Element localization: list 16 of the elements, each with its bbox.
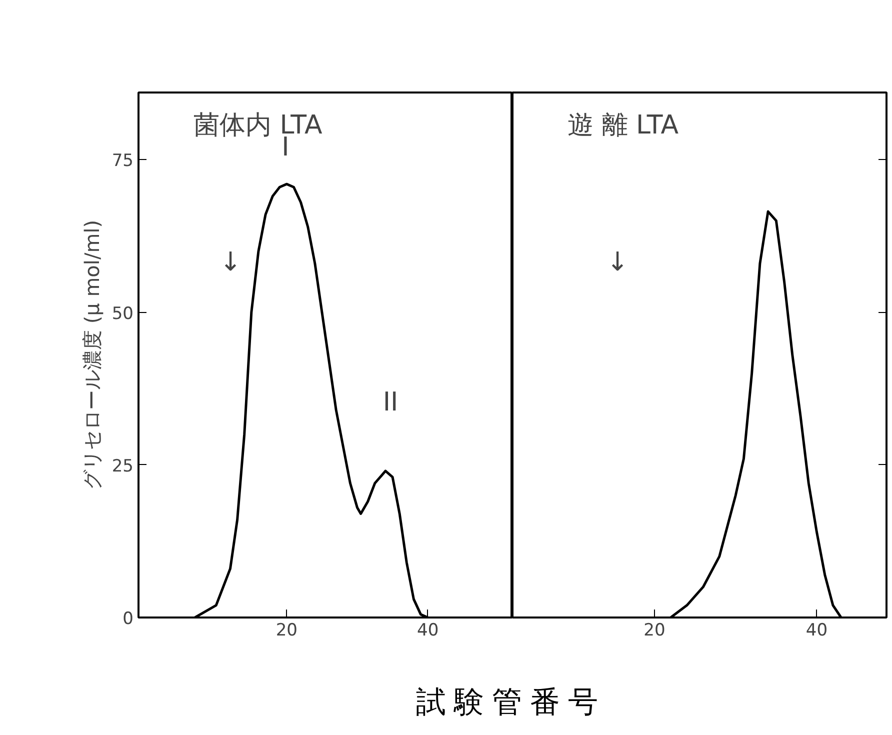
annotation: II	[382, 388, 398, 418]
annotation: ↓	[606, 248, 628, 278]
annotation: I	[282, 132, 290, 162]
y-tick-label: 0	[122, 609, 134, 629]
x-tick-label: 40	[806, 620, 828, 640]
line-series	[194, 182, 430, 618]
text: 遊 離 LTA	[568, 110, 679, 140]
y-tick-label: 75	[112, 151, 134, 172]
annotation: ↓	[220, 248, 242, 278]
x-tick-label: 40	[417, 620, 439, 640]
y-tick-label: 50	[112, 304, 134, 324]
y-axis-title: グリセロール濃度 (μ mol/ml)	[80, 220, 104, 490]
y-tick-label: 25	[112, 456, 134, 476]
x-axis-title: 試験管番号	[416, 684, 606, 722]
x-tick-label: 20	[276, 620, 298, 640]
x-tick-label: 20	[644, 620, 666, 640]
